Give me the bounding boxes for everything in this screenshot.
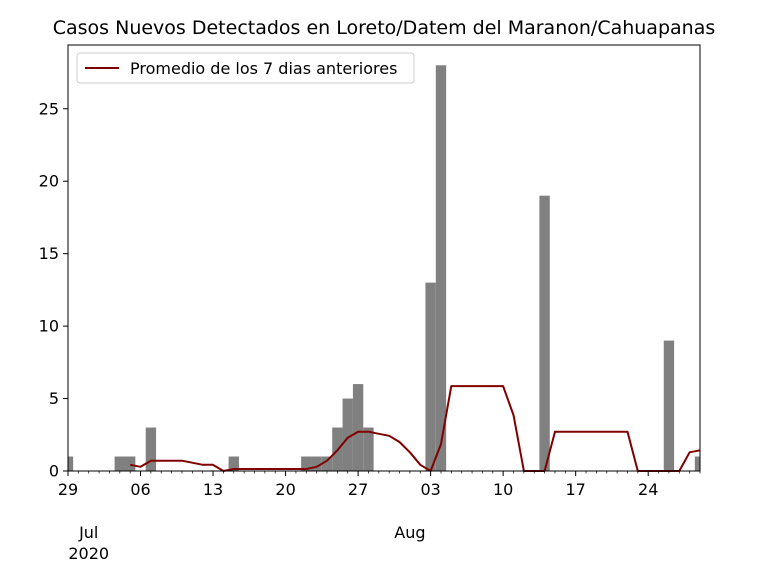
legend-label: Promedio de los 7 dias anteriores [130, 59, 397, 78]
average-line [130, 385, 701, 472]
y-tick-label: 25 [39, 99, 59, 118]
bar [663, 340, 675, 471]
x-year-label: 2020 [68, 544, 109, 563]
x-tick-label: 27 [348, 480, 368, 499]
x-tick-label: 13 [203, 480, 223, 499]
y-tick-label: 10 [39, 317, 59, 336]
bar [363, 427, 374, 471]
chart-title: Casos Nuevos Detectados en Loreto/Datem … [53, 17, 716, 39]
legend: Promedio de los 7 dias anteriores [76, 52, 415, 84]
x-tick-label: 03 [420, 480, 440, 499]
bar [435, 65, 447, 472]
bar [352, 384, 364, 471]
bar [539, 195, 550, 471]
x-month-label: Jul [78, 523, 98, 542]
x-tick-label: 06 [130, 480, 150, 499]
y-tick-label: 0 [49, 462, 59, 481]
plot-frame [67, 44, 701, 472]
bar [694, 456, 700, 471]
y-axis: 0 5 10 15 20 25 [39, 99, 68, 481]
average-line-group [130, 385, 701, 472]
x-tick-label: 24 [638, 480, 658, 499]
x-tick-label: 20 [275, 480, 295, 499]
bar [311, 456, 322, 471]
bar [145, 427, 157, 471]
bar [301, 456, 312, 471]
bar [425, 282, 436, 471]
bar [228, 456, 239, 471]
x-month-label: Aug [394, 523, 425, 542]
y-tick-label: 15 [39, 244, 59, 263]
y-tick-label: 20 [39, 172, 59, 191]
bars-group [68, 65, 700, 472]
x-axis: 29 06 13 20 27 03 10 17 24 Jul 2020 Aug [58, 471, 701, 563]
x-tick-label: 17 [565, 480, 585, 499]
bar [321, 456, 333, 471]
bar [124, 456, 136, 471]
bar [342, 398, 353, 471]
bar [68, 456, 74, 471]
y-tick-label: 5 [49, 389, 59, 408]
x-tick-label: 10 [493, 480, 513, 499]
x-tick-label: 29 [58, 480, 78, 499]
bar [114, 456, 125, 471]
legend-box [76, 52, 415, 84]
